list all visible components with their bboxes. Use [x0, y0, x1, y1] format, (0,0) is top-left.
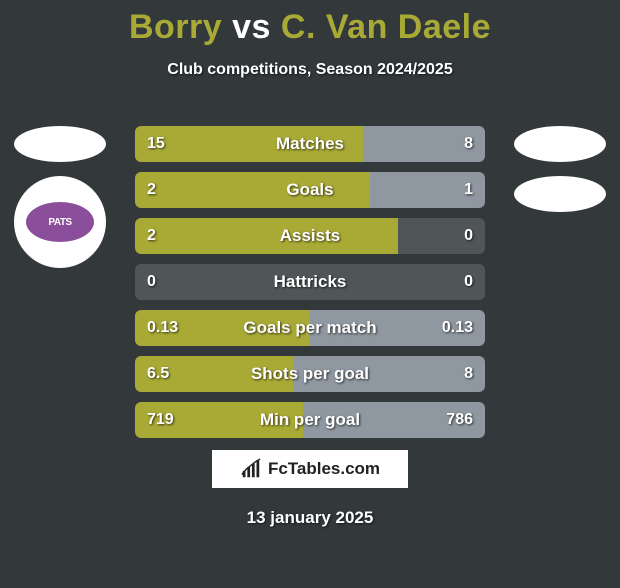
stat-label: Hattricks: [135, 264, 485, 300]
stat-row: 20Assists: [135, 218, 485, 254]
left-badge-column: PATS: [14, 126, 106, 268]
stat-bar-right: [363, 126, 486, 162]
player2-club-placeholder: [514, 176, 606, 212]
stat-bar-right: [303, 402, 485, 438]
stat-value-right: 0: [464, 264, 473, 300]
chart-icon: [240, 458, 262, 480]
player1-name: Borry: [129, 8, 222, 46]
club-badge-text: PATS: [48, 217, 71, 228]
player2-avatar-placeholder: [514, 126, 606, 162]
comparison-rows: 158Matches21Goals20Assists00Hattricks0.1…: [135, 126, 485, 448]
stat-bar-left: [135, 126, 363, 162]
stat-bar-left: [135, 218, 398, 254]
brand-text: FcTables.com: [268, 459, 380, 479]
stat-bar-left: [135, 356, 293, 392]
stat-row: 158Matches: [135, 126, 485, 162]
subtitle: Club competitions, Season 2024/2025: [0, 61, 620, 79]
stat-row: 6.58Shots per goal: [135, 356, 485, 392]
player1-club-badge: PATS: [14, 176, 106, 268]
stat-bar-right: [293, 356, 486, 392]
vs-text: vs: [232, 8, 271, 46]
comparison-title: Borry vs C. Van Daele: [0, 8, 620, 47]
stat-bar-right: [310, 310, 485, 346]
right-badge-column: [514, 126, 606, 212]
stat-row: 0.130.13Goals per match: [135, 310, 485, 346]
stat-value-left: 0: [147, 264, 156, 300]
club-badge-inner: PATS: [26, 202, 94, 242]
stat-bar-left: [135, 172, 370, 208]
player1-avatar-placeholder: [14, 126, 106, 162]
date-text: 13 january 2025: [0, 508, 620, 528]
player2-name: C. Van Daele: [281, 8, 491, 46]
stat-bar-left: [135, 310, 310, 346]
stat-row: 21Goals: [135, 172, 485, 208]
brand-box: FcTables.com: [210, 448, 410, 490]
stat-value-right: 0: [464, 218, 473, 254]
stat-bar-left: [135, 402, 303, 438]
stat-row: 719786Min per goal: [135, 402, 485, 438]
stat-bar-right: [370, 172, 486, 208]
stat-row: 0 0Hattricks: [135, 264, 485, 300]
